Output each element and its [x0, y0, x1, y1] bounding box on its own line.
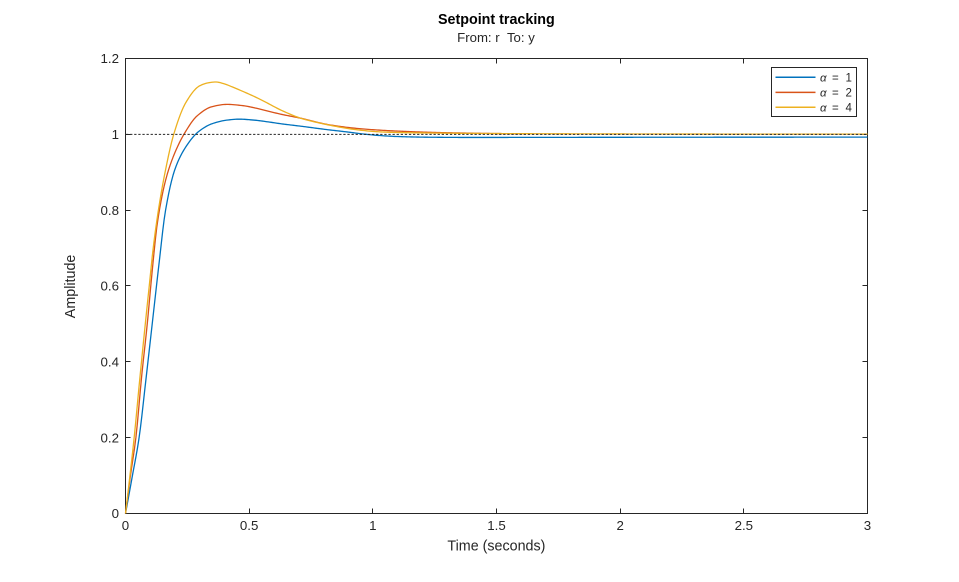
svg-text:1.2: 1.2 — [101, 51, 120, 66]
svg-text:0.4: 0.4 — [101, 355, 120, 370]
svg-text:From: r To: y: From: r To: y — [457, 30, 535, 45]
svg-text:α=4: α = 4 — [820, 103, 853, 115]
svg-text:1: 1 — [112, 127, 119, 142]
svg-text:0.5: 0.5 — [240, 518, 259, 533]
svg-text:0.6: 0.6 — [101, 279, 120, 294]
svg-text:Setpoint tracking: Setpoint tracking — [438, 12, 555, 28]
svg-text:0: 0 — [112, 506, 119, 521]
svg-text:0.8: 0.8 — [101, 203, 120, 218]
svg-text:α=1: α = 1 — [820, 72, 852, 84]
svg-text:2: 2 — [616, 518, 623, 533]
svg-text:Amplitude: Amplitude — [63, 255, 79, 319]
svg-text:0.2: 0.2 — [101, 430, 120, 445]
svg-text:2.5: 2.5 — [735, 518, 754, 533]
svg-text:1.5: 1.5 — [487, 518, 506, 533]
svg-text:3: 3 — [864, 518, 871, 533]
svg-text:α=2: α = 2 — [820, 88, 852, 100]
svg-text:1: 1 — [369, 518, 376, 533]
svg-text:0: 0 — [122, 518, 129, 533]
svg-text:Time (seconds): Time (seconds) — [447, 538, 545, 554]
